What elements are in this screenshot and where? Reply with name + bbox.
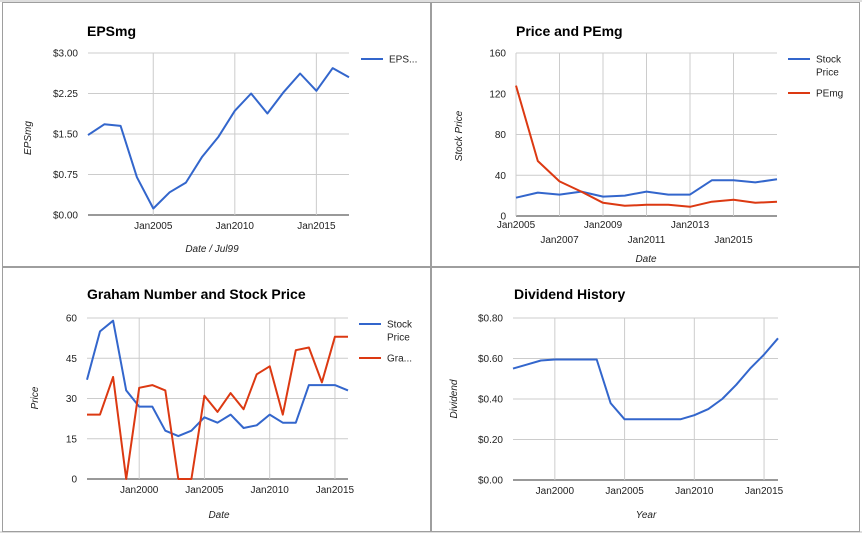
legend-label-0: Price [387, 333, 410, 344]
y-tick-label: 0 [71, 475, 77, 486]
x-tick-label: Jan2013 [671, 220, 710, 231]
y-tick-label: $0.00 [478, 476, 503, 487]
x-axis-label: Year [636, 510, 657, 521]
y-tick-label: $0.20 [478, 435, 503, 446]
chart-title: EPSmg [87, 23, 136, 39]
y-tick-label: 15 [66, 434, 78, 445]
x-tick-label: Jan2015 [745, 486, 784, 497]
epsmg-chart: EPSmg $0.00 $0.75 $1.50 $2.25 $3.00 Jan2005 Ja… [23, 23, 417, 255]
series-line-1 [87, 335, 348, 480]
y-tick-label: 30 [66, 394, 78, 405]
series-line-0 [87, 67, 350, 210]
chart-title: Graham Number and Stock Price [87, 286, 306, 302]
y-tick-label: 120 [489, 89, 506, 100]
x-tick-label: Jan2010 [675, 486, 714, 497]
dividend-chart: Dividend History $0.00 $0.20 $0.40 $0.60 $0.… [449, 286, 784, 521]
y-tick-label: $0.60 [478, 354, 503, 365]
y-tick-label: 40 [495, 171, 507, 182]
x-tick-label: Jan2011 [628, 235, 666, 246]
legend-label-0: Stock [387, 320, 413, 331]
x-tick-label: Jan2015 [714, 235, 753, 246]
legend-label-1: PEmg [816, 89, 843, 100]
x-tick-label: Jan2015 [316, 485, 355, 496]
series-line-1 [515, 85, 778, 208]
chart-title: Dividend History [514, 286, 625, 302]
x-tick-label: Jan2005 [605, 486, 644, 497]
legend-label-1: Gra... [387, 354, 412, 365]
y-tick-label: 160 [489, 49, 506, 60]
x-axis-label: Date [635, 254, 657, 265]
x-axis-label: Date / Jul99 [185, 244, 239, 255]
y-axis-label: Dividend [449, 379, 460, 418]
chart-title: Price and PEmg [516, 23, 623, 39]
legend-label-0: Stock [816, 55, 842, 66]
series-line-0 [86, 319, 349, 438]
y-axis-label: Stock Price [454, 110, 465, 161]
graham-chart: Graham Number and Stock Price 0 15 30 45 60 J… [30, 286, 413, 521]
y-tick-label: $0.80 [478, 314, 503, 325]
x-tick-label: Jan2007 [540, 235, 579, 246]
x-tick-label: Jan2010 [251, 485, 290, 496]
y-tick-label: $2.25 [53, 89, 78, 100]
y-tick-label: $0.40 [478, 395, 503, 406]
x-tick-label: Jan2005 [185, 485, 224, 496]
price-pemg-chart: Price and PEmg 0 40 80 120 160 Jan2005 Jan2009… [454, 23, 843, 265]
legend-label-0: Price [816, 68, 839, 79]
x-tick-label: Jan2005 [497, 220, 536, 231]
y-tick-label: 45 [66, 354, 78, 365]
chart-panel-epsmg: EPSmg $0.00 $0.75 $1.50 $2.25 $3.00 Jan2005 Ja… [2, 2, 431, 267]
x-tick-label: Jan2010 [216, 221, 255, 232]
y-tick-label: 0 [500, 212, 506, 223]
y-tick-label: 80 [495, 130, 507, 141]
chart-panel-dividend: Dividend History $0.00 $0.20 $0.40 $0.60 $0.… [431, 267, 860, 532]
x-tick-label: Jan2000 [536, 486, 575, 497]
x-tick-label: Jan2015 [297, 221, 336, 232]
y-axis-label: Price [30, 386, 41, 409]
series-line-0 [512, 337, 779, 421]
x-tick-label: Jan2009 [584, 220, 623, 231]
chart-panel-price-pemg: Price and PEmg 0 40 80 120 160 Jan2005 Jan2009… [431, 2, 860, 267]
y-tick-label: $0.00 [53, 211, 78, 222]
y-axis-label: EPSmg [23, 121, 34, 155]
series-line-0 [515, 178, 778, 199]
y-tick-label: $3.00 [53, 49, 78, 60]
x-tick-label: Jan2000 [120, 485, 159, 496]
y-tick-label: 60 [66, 314, 78, 325]
x-tick-label: Jan2005 [134, 221, 173, 232]
x-axis-label: Date [208, 510, 230, 521]
y-tick-label: $1.50 [53, 130, 78, 141]
legend-label-0: EPS... [389, 55, 417, 66]
chart-panel-graham: Graham Number and Stock Price 0 15 30 45 60 J… [2, 267, 431, 532]
y-tick-label: $0.75 [53, 170, 78, 181]
